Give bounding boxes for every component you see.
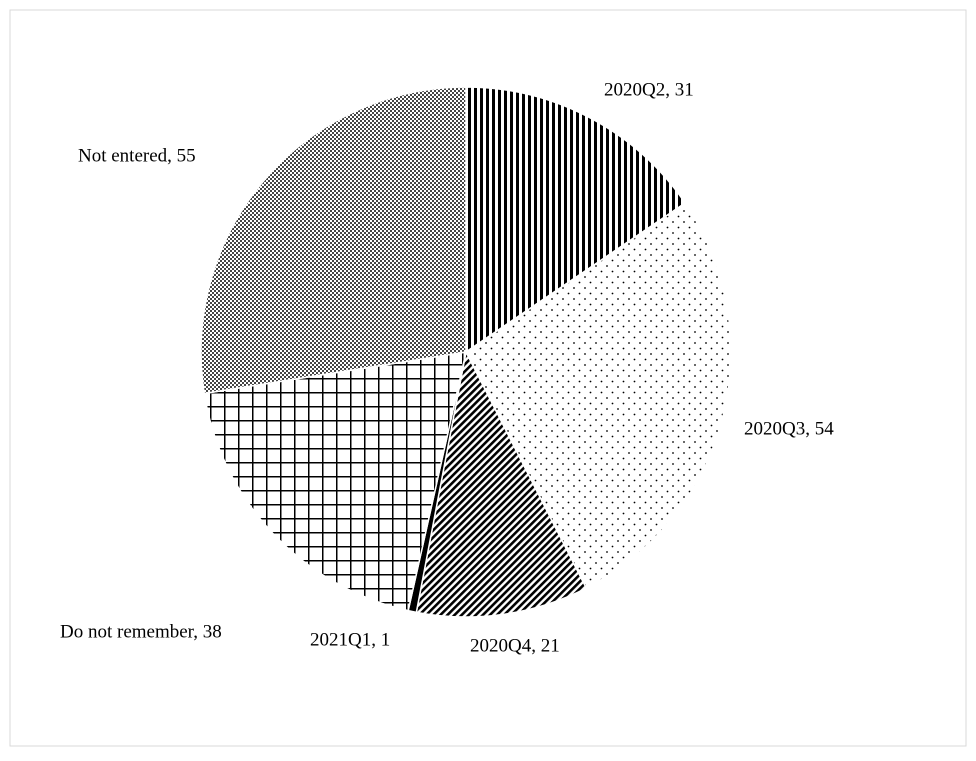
pie-slice (465, 86, 687, 354)
pie-slice (465, 202, 732, 590)
data-label: 2020Q4, 21 (470, 635, 560, 656)
pie-slice (415, 349, 588, 618)
data-label: 2021Q1, 1 (310, 629, 390, 650)
pie-slice (203, 351, 467, 612)
data-label: Not entered, 55 (78, 145, 196, 166)
data-label: 2020Q2, 31 (604, 79, 694, 100)
data-label: Do not remember, 38 (60, 621, 222, 642)
pie-slice (200, 86, 467, 395)
data-label: 2020Q3, 54 (744, 418, 834, 439)
